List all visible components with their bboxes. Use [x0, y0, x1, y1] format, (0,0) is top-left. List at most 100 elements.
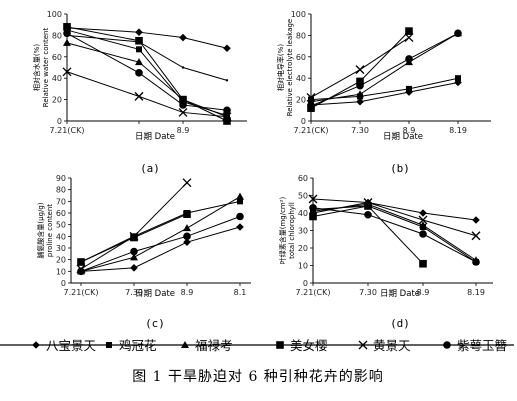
legend-item: 黄景天: [358, 338, 411, 353]
legend-label: 紫萼玉簪: [457, 338, 508, 353]
data-point: [179, 33, 187, 42]
y-axis-label-cn: 相对含水量(%): [32, 44, 41, 91]
x-tick-label: 7.21(CK): [296, 288, 331, 297]
legend-label: 福禄考: [195, 338, 233, 353]
series-line: [66, 71, 228, 118]
data-point: [130, 233, 138, 242]
data-point: [137, 40, 141, 44]
data-point: [236, 223, 244, 231]
data-point: [364, 202, 372, 210]
legend-item: 福禄考: [181, 338, 233, 353]
data-point: [309, 203, 317, 212]
y-tick-label: 40: [56, 232, 66, 241]
series-line: [66, 27, 228, 49]
data-point: [130, 253, 138, 261]
data-point: [178, 107, 188, 117]
data-point: [225, 79, 229, 82]
x-tick-label: 7.21(CK): [294, 126, 329, 135]
data-point: [77, 258, 85, 266]
data-point: [62, 67, 72, 77]
legend: 八宝景天 鸡冠花 福禄考 美女樱 黄景天 紫萼玉簪: [0, 338, 514, 353]
data-point: [63, 38, 71, 46]
legend-marker-bigsquare: [276, 341, 284, 349]
series-unlabeled: [65, 34, 229, 82]
legend-marker-circle: [443, 341, 451, 349]
legend-label: 八宝景天: [46, 338, 97, 353]
series-美女樱: [77, 210, 191, 266]
data-point: [130, 247, 138, 256]
data-point: [307, 102, 315, 110]
series-黄景天: [308, 194, 481, 241]
y-tick-label: 30: [56, 244, 66, 253]
data-point: [222, 112, 232, 122]
legend-marker-diamond: [32, 341, 40, 349]
x-tick-label: 8.9: [403, 126, 416, 135]
series-line: [310, 32, 459, 107]
series-line: [80, 196, 241, 272]
data-point: [363, 198, 373, 207]
data-point: [306, 93, 316, 102]
y-tick-label: 0: [303, 279, 308, 288]
series-line: [80, 200, 241, 263]
series-八宝景天: [307, 78, 462, 109]
x-tick-label: 8.1: [234, 288, 247, 297]
data-point: [63, 23, 71, 31]
y-tick-label: 40: [296, 74, 306, 83]
data-point: [183, 224, 191, 232]
y-tick-label: 70: [56, 197, 66, 206]
y-tick-label: 50: [56, 221, 66, 230]
series-紫萼玉簪: [307, 29, 462, 110]
series-line: [310, 32, 459, 103]
y-axis-label-en: Relative water content: [42, 28, 50, 108]
y-tick-label: 40: [298, 209, 308, 218]
legend-label: 美女樱: [290, 338, 328, 353]
series-line: [312, 203, 477, 261]
chart-panel-b: 0 20 40 60 80 100 7.21(CK) 7.30 8.9 8.19 相对电导率(%) R…: [276, 10, 491, 175]
data-point: [418, 215, 428, 225]
data-point: [181, 66, 185, 69]
data-point: [236, 212, 244, 221]
x-tick-label: 8.9: [181, 288, 194, 297]
y-axis-label-en: proline content: [46, 204, 54, 257]
data-point: [455, 75, 461, 82]
data-point: [237, 198, 243, 205]
y-tick-label: 60: [296, 53, 306, 62]
legend-item: 美女樱: [276, 338, 328, 353]
series-福禄考: [309, 200, 480, 264]
data-point: [236, 192, 244, 200]
data-point: [356, 97, 364, 106]
y-tick-label: 90: [56, 174, 66, 183]
y-tick-label: 20: [298, 244, 308, 253]
x-tick-label: 8.19: [449, 126, 467, 135]
y-tick-label: 0: [57, 117, 62, 126]
y-axis-label-en: total chlorophyll: [288, 202, 296, 259]
x-tick-label: 7.30: [359, 288, 377, 297]
x-tick-label: 7.21(CK): [50, 126, 85, 135]
data-point: [472, 216, 480, 224]
data-point: [355, 65, 365, 75]
legend-item: 八宝景天: [32, 338, 97, 353]
data-point: [454, 29, 462, 38]
data-point: [419, 209, 427, 217]
y-tick-label: 80: [56, 186, 66, 195]
figure-caption: 图 1 干旱胁迫对 6 种引种花卉的影响: [132, 369, 384, 385]
x-tick-label: 7.30: [125, 288, 143, 297]
data-point: [471, 231, 481, 241]
series-紫萼玉簪: [77, 212, 244, 276]
data-point: [364, 210, 372, 219]
data-point: [405, 27, 413, 35]
y-tick-label: 40: [52, 74, 62, 83]
series-福禄考: [307, 29, 462, 105]
data-point: [309, 212, 317, 221]
data-point: [406, 85, 412, 92]
data-point: [136, 46, 142, 53]
data-point: [308, 194, 318, 204]
data-point: [129, 231, 139, 241]
data-point: [183, 210, 191, 218]
y-tick-label: 50: [298, 192, 308, 201]
series-黄景天: [62, 67, 232, 122]
y-axis-label-cn: 叶绿素含量(mg/cm²): [278, 196, 287, 264]
data-point: [405, 55, 413, 63]
x-axis-label: 日期 Date: [135, 132, 175, 142]
series-line: [66, 26, 228, 122]
